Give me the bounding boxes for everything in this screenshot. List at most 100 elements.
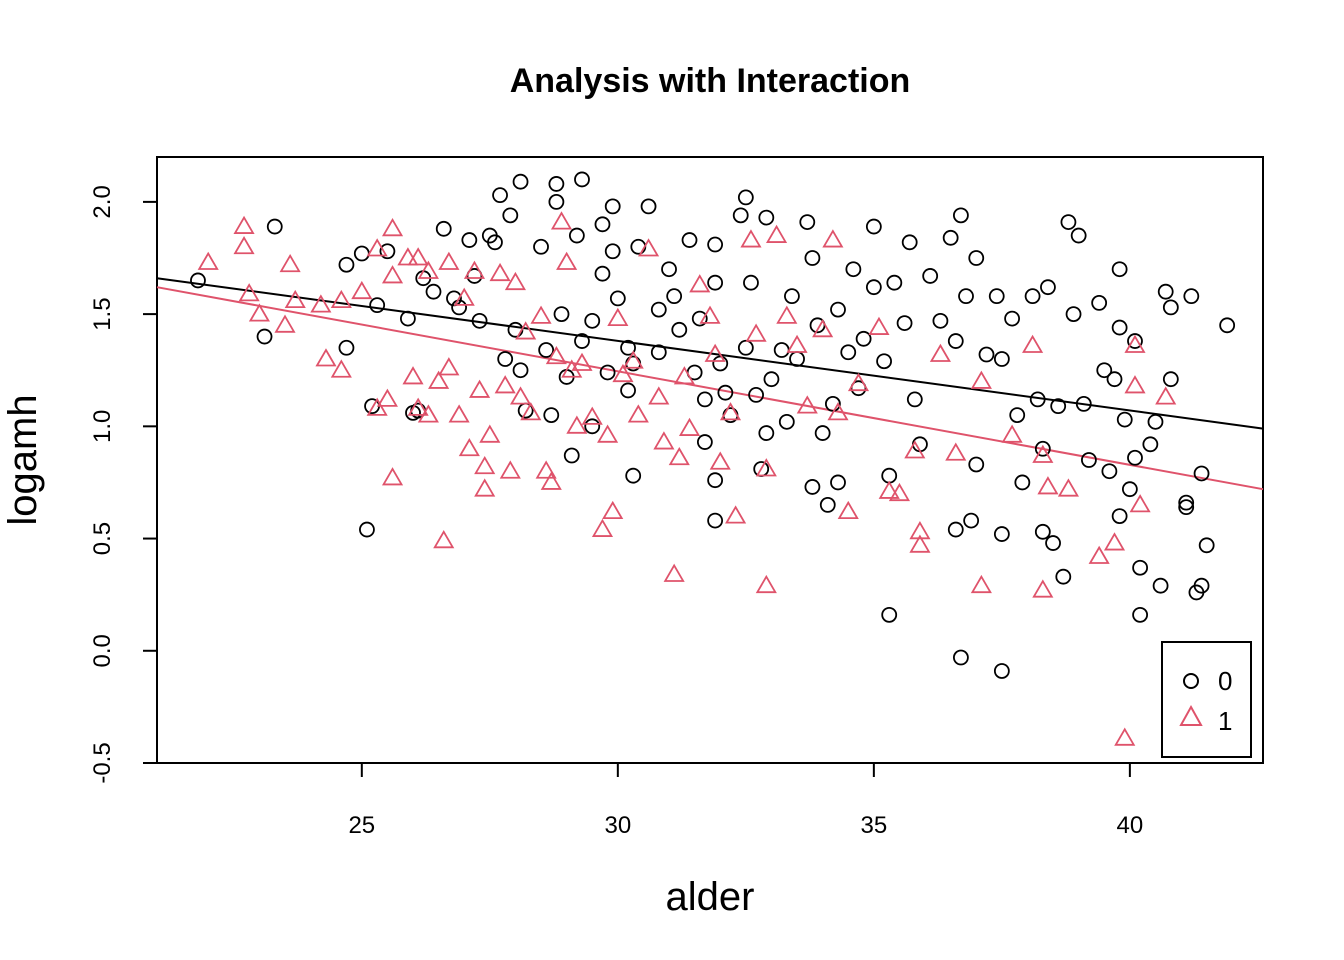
point-group-0 (1132, 606, 1149, 623)
point-group-0 (1152, 577, 1169, 594)
point-group-0 (763, 371, 780, 388)
point-group-1 (458, 437, 480, 457)
point-group-1 (1032, 444, 1054, 463)
point-group-0 (1147, 413, 1164, 430)
point-group-1 (847, 372, 870, 392)
point-group-1 (463, 260, 486, 279)
point-group-1 (197, 251, 219, 270)
point-group-0 (1060, 214, 1077, 230)
point-group-0 (932, 312, 949, 329)
point-group-0 (574, 171, 590, 188)
point-group-1 (433, 530, 455, 549)
point-group-0 (988, 288, 1005, 305)
point-group-0 (876, 353, 892, 370)
point-group-0 (1014, 474, 1031, 491)
point-group-0 (640, 198, 657, 215)
point-group-1 (1103, 532, 1126, 551)
point-group-1 (402, 366, 424, 385)
point-group-1 (407, 247, 429, 266)
point-group-0 (1157, 283, 1174, 300)
point-group-0 (784, 288, 800, 305)
x-tick-label: 25 (348, 812, 375, 839)
point-group-0 (1096, 362, 1113, 379)
point-group-0 (487, 234, 503, 251)
x-axis-title: alder (666, 875, 755, 919)
point-group-1 (238, 283, 260, 302)
point-group-0 (845, 261, 862, 278)
point-group-1 (376, 388, 398, 407)
point-group-0 (906, 391, 923, 408)
point-group-0 (819, 496, 836, 513)
point-group-0 (830, 474, 846, 491)
point-group-1 (550, 211, 573, 230)
point-group-1 (668, 446, 690, 466)
point-group-0 (353, 245, 370, 262)
point-group-1 (776, 305, 798, 324)
point-group-0 (594, 265, 611, 282)
point-group-0 (599, 364, 616, 381)
point-group-0 (594, 216, 611, 233)
point-group-1 (556, 251, 578, 270)
point-group-1 (248, 303, 270, 322)
fit-line-group-1 (156, 286, 1264, 491)
point-group-0 (1024, 288, 1041, 305)
y-tick-label: 2.0 (89, 185, 116, 218)
point-group-0 (338, 339, 355, 356)
point-group-1 (274, 314, 296, 333)
point-group-1 (494, 375, 516, 394)
point-group-0 (789, 351, 805, 367)
point-group-0 (968, 250, 985, 266)
point-group-1 (822, 229, 844, 248)
point-group-0 (865, 218, 882, 235)
point-group-0 (425, 283, 442, 300)
point-group-1 (366, 397, 388, 416)
point-group-1 (438, 251, 460, 270)
point-group-1 (663, 563, 685, 582)
point-group-0 (435, 220, 452, 237)
point-group-1 (428, 370, 450, 389)
point-group-0 (732, 207, 749, 224)
point-group-0 (886, 274, 903, 291)
point-group-0 (804, 250, 821, 266)
point-group-0 (707, 274, 724, 291)
point-group-1 (279, 253, 301, 273)
point-group-0 (584, 418, 601, 435)
legend-marker-circle (1183, 673, 1199, 689)
point-group-0 (1040, 279, 1056, 296)
point-group-1 (888, 482, 911, 502)
point-group-1 (381, 265, 404, 284)
point-group-0 (471, 312, 488, 329)
point-group-1 (571, 352, 593, 371)
point-group-0 (696, 391, 713, 408)
point-group-0 (865, 279, 882, 296)
point-group-0 (1070, 227, 1087, 244)
point-group-1 (417, 260, 439, 279)
point-group-0 (947, 521, 964, 538)
point-group-0 (1111, 261, 1128, 278)
point-group-1 (1155, 386, 1177, 405)
point-group-0 (190, 272, 206, 289)
point-group-1 (566, 415, 588, 434)
y-tick-label: 1.5 (89, 297, 116, 330)
point-group-0 (538, 342, 555, 358)
point-group-0 (338, 256, 355, 273)
point-group-0 (497, 351, 514, 367)
point-group-0 (947, 333, 964, 349)
point-group-1 (284, 289, 306, 309)
point-group-1 (438, 357, 460, 376)
point-group-0 (609, 290, 626, 307)
point-group-0 (1116, 411, 1133, 428)
point-group-1 (827, 402, 849, 421)
point-group-0 (830, 301, 846, 318)
point-group-0 (553, 306, 570, 323)
point-group-1 (469, 379, 491, 398)
point-group-0 (1178, 499, 1195, 516)
point-group-1 (755, 574, 777, 594)
point-group-0 (399, 310, 416, 327)
legend-label-0: 0 (1218, 666, 1232, 696)
point-group-0 (942, 229, 959, 246)
point-group-1 (1114, 727, 1136, 746)
point-group-1 (709, 451, 731, 470)
point-group-0 (451, 299, 468, 316)
